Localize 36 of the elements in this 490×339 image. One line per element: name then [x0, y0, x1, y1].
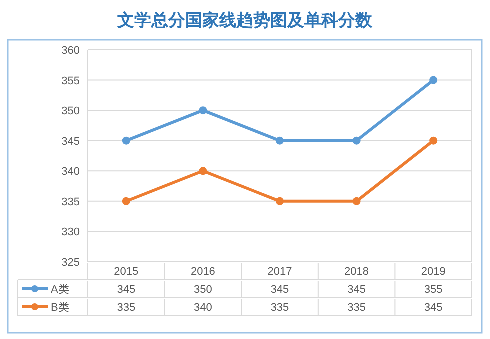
point: [430, 76, 438, 84]
legend-label: B类: [51, 301, 70, 314]
data-label: 345: [424, 302, 443, 314]
data-label: 355: [424, 284, 443, 296]
x-tick-label: 2019: [421, 266, 446, 278]
legend-label: A类: [51, 283, 70, 296]
y-tick-label: 330: [62, 226, 80, 239]
point: [122, 136, 130, 145]
data-label: 345: [348, 284, 366, 296]
data-label: 345: [270, 284, 290, 296]
chart-title: 文学总分国家线趋势图及单科分数: [116, 11, 374, 30]
data-label: 335: [117, 302, 136, 314]
point: [199, 167, 208, 176]
point: [352, 136, 361, 145]
point: [276, 197, 284, 206]
data-label: 350: [194, 284, 212, 296]
x-tick-label: 2016: [190, 266, 216, 278]
y-tick-label: 345: [62, 136, 80, 148]
data-label: 335: [270, 302, 290, 314]
data-label: 345: [117, 284, 136, 296]
data-label: 335: [348, 302, 366, 314]
point: [122, 197, 130, 206]
point: [352, 197, 361, 206]
point: [199, 106, 208, 115]
x-tick-label: 2017: [268, 266, 292, 278]
x-tick-label: 2018: [344, 266, 370, 278]
y-tick-label: 335: [62, 196, 80, 208]
point: [276, 136, 284, 145]
y-tick-label: 325: [62, 257, 80, 269]
y-tick-label: 355: [62, 75, 80, 88]
point: [430, 136, 438, 145]
x-tick-label: 2015: [114, 266, 139, 278]
y-tick-label: 360: [62, 45, 80, 57]
data-label: 340: [194, 302, 212, 314]
y-tick-label: 340: [62, 166, 80, 178]
y-tick-label: 350: [62, 106, 80, 118]
